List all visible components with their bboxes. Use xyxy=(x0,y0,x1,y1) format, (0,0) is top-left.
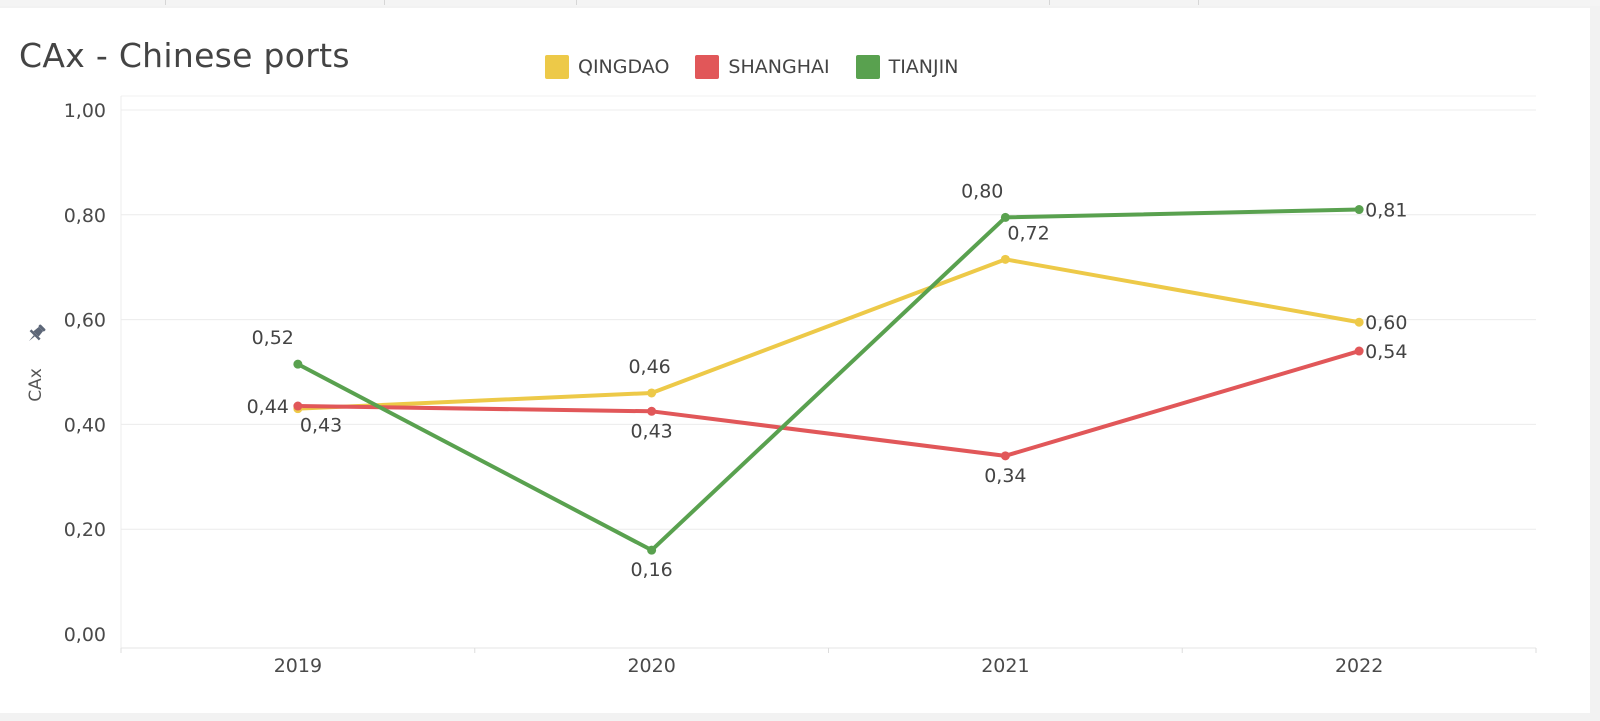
data-label-qingdao-2019: 0,43 xyxy=(300,415,342,437)
y-tick-label-5: 1,00 xyxy=(64,100,106,122)
point-shanghai-2022 xyxy=(1354,346,1364,356)
data-label-qingdao-2021: 0,72 xyxy=(1007,222,1049,244)
gridlines xyxy=(120,95,1536,648)
data-label-shanghai-2020: 0,43 xyxy=(630,420,672,442)
data-labels: 0,43 0,46 0,72 0,60 0,44 0,43 0,34 0,54 0,52 0,16… xyxy=(247,180,1408,581)
data-label-tianjin-2020: 0,16 xyxy=(630,559,672,581)
data-label-qingdao-2022: 0,60 xyxy=(1365,312,1407,334)
data-label-qingdao-2020: 0,46 xyxy=(628,356,670,378)
legend-label-qingdao: QINGDAO xyxy=(578,56,670,78)
data-label-tianjin-2019: 0,52 xyxy=(252,327,294,349)
legend: QINGDAO SHANGHAI TIANJIN xyxy=(545,54,984,80)
point-qingdao-2021 xyxy=(1000,254,1010,264)
x-axis: 2019 2020 2021 2022 xyxy=(120,647,1537,677)
point-qingdao-2020 xyxy=(647,388,657,398)
point-shanghai-2021 xyxy=(1000,451,1010,461)
data-label-shanghai-2019: 0,44 xyxy=(247,396,289,418)
data-label-tianjin-2021: 0,80 xyxy=(961,180,1003,202)
y-tick-label-1: 0,20 xyxy=(64,519,106,541)
data-label-shanghai-2021: 0,34 xyxy=(984,465,1026,487)
legend-swatch-shanghai xyxy=(695,55,720,79)
series-lines xyxy=(295,207,1362,553)
top-tab-strip xyxy=(0,0,1600,6)
point-shanghai-2019 xyxy=(293,401,303,411)
legend-item-qingdao[interactable]: QINGDAO xyxy=(545,55,669,79)
series-line-tianjin xyxy=(295,207,1362,553)
y-tick-label-0: 0,00 xyxy=(64,624,106,646)
point-qingdao-2022 xyxy=(1354,317,1364,327)
data-label-shanghai-2022: 0,54 xyxy=(1365,341,1407,363)
point-tianjin-2019 xyxy=(293,359,303,369)
chart-title: CAx - Chinese ports xyxy=(19,36,350,75)
x-tick-label-2021: 2021 xyxy=(981,655,1029,677)
point-tianjin-2020 xyxy=(647,545,657,555)
data-label-tianjin-2022: 0,81 xyxy=(1365,200,1407,222)
series-line-shanghai xyxy=(295,349,1362,458)
point-tianjin-2021 xyxy=(1000,212,1010,222)
x-tick-label-2019: 2019 xyxy=(274,655,322,677)
x-tick-label-2020: 2020 xyxy=(627,655,675,677)
pin-icon[interactable] xyxy=(24,322,48,346)
y-tick-label-4: 0,80 xyxy=(64,205,106,227)
point-tianjin-2022 xyxy=(1354,205,1364,215)
y-axis-ticks: 0,00 0,20 0,40 0,60 0,80 1,00 xyxy=(64,100,106,646)
legend-swatch-tianjin xyxy=(855,55,880,79)
legend-item-shanghai[interactable]: SHANGHAI xyxy=(695,55,830,79)
legend-label-tianjin: TIANJIN xyxy=(888,56,959,78)
legend-label-shanghai: SHANGHAI xyxy=(728,56,830,78)
series-markers xyxy=(293,205,1364,555)
x-tick-label-2022: 2022 xyxy=(1335,655,1383,677)
point-shanghai-2020 xyxy=(647,406,657,416)
y-tick-label-3: 0,60 xyxy=(64,310,106,332)
legend-item-tianjin[interactable]: TIANJIN xyxy=(855,55,959,79)
series-line-qingdao xyxy=(295,257,1362,411)
legend-swatch-qingdao xyxy=(545,55,569,79)
y-tick-label-2: 0,40 xyxy=(64,414,106,436)
